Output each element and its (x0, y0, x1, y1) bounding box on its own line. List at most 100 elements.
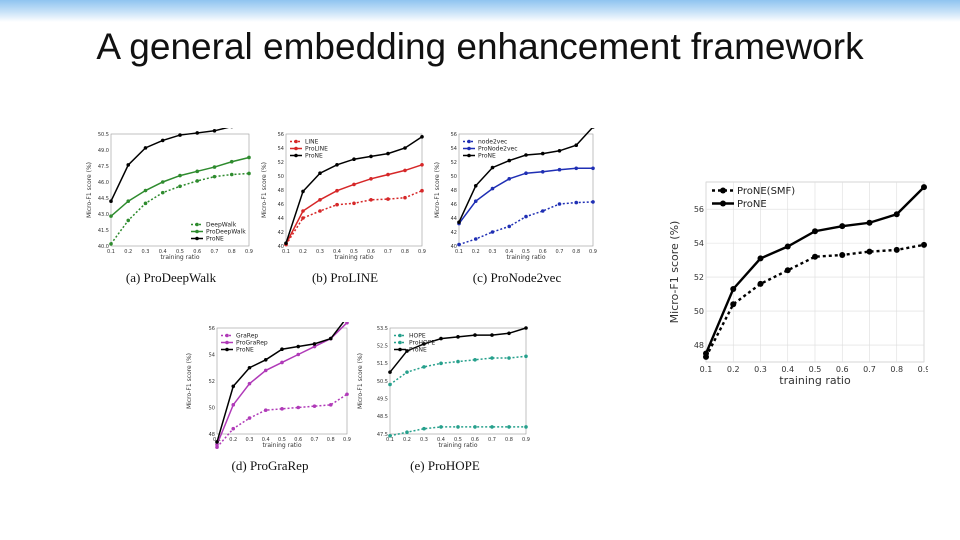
chart-a-series-1-point (143, 188, 148, 193)
chart-b-series-0-point (386, 197, 390, 201)
chart-e-series-2-point (388, 370, 392, 374)
chart-big-xtick-label: 0.7 (863, 365, 876, 374)
chart-e-legend-label: ProNE (409, 347, 427, 354)
chart-d-series-0-point (231, 426, 236, 431)
chart-c-xtick-label: 0.5 (522, 249, 530, 255)
chart-b-plot-area (285, 133, 423, 247)
chart-a-xtick-label: 0.6 (193, 249, 201, 255)
chart-e-series-0-point (405, 430, 409, 435)
chart-b-ytick-label: 52 (278, 160, 284, 166)
chart-e-legend-label: ProHOPE (409, 340, 435, 347)
chart-c-legend-label: ProNE (478, 153, 496, 160)
chart-d-series-0-point (247, 416, 252, 420)
chart-b-ytick-label: 40 (278, 244, 284, 250)
chart-b-legend-marker (294, 146, 298, 151)
chart-a-xlabel: training ratio (161, 254, 200, 261)
chart-a-xtick-label: 0.2 (124, 249, 132, 255)
chart-b-ytick-label: 48 (278, 188, 284, 194)
chart-d-series-2-point (296, 344, 301, 349)
chart-d-series-1-point (312, 344, 317, 349)
chart-big-series-0-point (730, 301, 737, 308)
chart-a-series-0-point (178, 184, 182, 189)
chart-d-series-2-point (312, 342, 317, 346)
chart-b-ytick-label: 44 (278, 216, 284, 222)
chart-a-series-0-point (126, 218, 131, 223)
chart-a-ytick-label: 41.5 (98, 228, 109, 234)
chart-big-xtick-label: 0.6 (836, 365, 849, 374)
chart-c-ylabel: Micro-F1 score (%) (434, 162, 441, 218)
chart-d-series-1-point (345, 322, 349, 325)
chart-big-series-1-point (730, 285, 737, 292)
chart-e-legend-marker (398, 340, 402, 345)
chart-e-xtick-label: 0.8 (505, 437, 513, 443)
chart-d-series-2-point (328, 336, 333, 341)
chart-c-series-0-point (507, 224, 512, 229)
chart-d-series-0-point (280, 407, 284, 411)
subplot-d-panel: 48 50 52 54 56 0.1 0.2 0.3 0.4 0.5 0.6 0.7 0.8 0.9 tra… (185, 322, 355, 482)
chart-d-ytick-label: 54 (209, 352, 215, 358)
chart-e-series-0-point (439, 425, 443, 429)
chart-d-legend-marker (225, 333, 229, 338)
chart-d-legend-marker (225, 347, 229, 352)
chart-d-xtick-label: 0.3 (246, 437, 254, 443)
chart-a-legend-label: ProDeepWalk (206, 229, 246, 236)
chart-d-legend-label: ProNE (236, 347, 254, 354)
chart-big-xtick-label: 0.4 (781, 365, 794, 374)
chart-c-series-1-point (490, 186, 495, 191)
chart-c-xlabel: training ratio (507, 254, 546, 261)
chart-b-ylabel: Micro-F1 score (%) (261, 162, 268, 218)
chart-big-xtick-label: 0.3 (754, 365, 767, 374)
chart-c-xtick-label: 0.4 (505, 249, 513, 255)
subplot-d-caption: (d) ProGraRep (231, 458, 309, 473)
chart-e-series-0-point (456, 425, 460, 429)
chart-a-xtick-label: 0.1 (107, 249, 115, 255)
chart-d-legend-label: GraRep (236, 333, 258, 340)
chart-b-series-0-point (301, 216, 305, 220)
chart-a-series-0-point (247, 171, 251, 176)
chart-a-plot-area (110, 133, 250, 247)
subplot-c-panel: 40 42 44 46 48 50 52 54 56 0.1 0.2 0.3 0.4 0.5 0.6 0.7 0… (433, 128, 601, 290)
chart-big-series-0-point (784, 267, 791, 274)
chart-b-xtick-label: 0.6 (367, 249, 375, 255)
chart-b-series-2-point (403, 146, 407, 150)
chart-b-series-1-point (352, 182, 356, 187)
chart-d-series-2-point (215, 440, 219, 444)
chart-big-series-0-point (757, 280, 764, 287)
subplot-b-panel: 40 42 44 46 48 50 52 54 56 0.1 0.2 0.3 0.4 0.5 0.6 0.7 0… (260, 128, 430, 290)
chart-d-xtick-label: 0.9 (343, 437, 351, 443)
chart-c-xtick-label: 0.2 (472, 249, 480, 255)
chart-a-series-2-point (195, 131, 200, 135)
chart-e-series-0-point (524, 425, 528, 429)
chart-big-series-0-point (893, 246, 900, 253)
chart-c-xtick-label: 0.6 (539, 249, 547, 255)
chart-c-series-2-point (473, 184, 478, 188)
subplot-e-panel: 47.5 48.5 49.5 50.5 51.5 52.5 53.5 0.1 0.2 0.3 0.4… (356, 322, 534, 482)
chart-c-series-2-point (591, 128, 595, 129)
subplot-b-chart: 40 42 44 46 48 50 52 54 56 0.1 0.2 0.3 0.4 0.5 0.6 0.7 0… (261, 132, 426, 261)
chart-big-ytick-label: 48 (694, 341, 704, 350)
chart-e-series-2-point (405, 349, 409, 353)
chart-b-series-2-point (352, 157, 356, 161)
chart-d-series-2-point (263, 358, 268, 362)
chart-d-xtick-label: 0.5 (278, 437, 286, 443)
chart-a-ytick-label: 44.5 (98, 196, 109, 202)
chart-big-series-1-point (839, 223, 846, 230)
chart-a-ytick-label: 40.0 (98, 244, 109, 250)
chart-c-legend-marker (467, 153, 471, 158)
comparison-chart-panel: 48 50 52 54 56 0.1 0.2 0.3 0.4 0.5 0.6 0.7 0.8 0.9 tra… (668, 178, 930, 388)
chart-b-ytick-label: 56 (278, 132, 284, 138)
chart-big-series-1-point (893, 211, 900, 218)
chart-a-series-2-point (178, 133, 182, 137)
chart-big-xtick-label: 0.5 (809, 365, 822, 374)
chart-a-series-1-point (195, 169, 200, 174)
chart-b-series-0-point (335, 202, 339, 207)
chart-b-series-1-point (318, 198, 322, 202)
chart-d-series-1-point (215, 442, 219, 447)
chart-b-series-2-point (301, 189, 305, 194)
chart-c-ytick-label: 42 (451, 230, 457, 236)
chart-c-xtick-label: 0.7 (556, 249, 564, 255)
chart-big-legend-marker (720, 200, 726, 207)
chart-d-xtick-label: 0.8 (327, 437, 335, 443)
chart-b-ytick-label: 42 (278, 230, 284, 236)
